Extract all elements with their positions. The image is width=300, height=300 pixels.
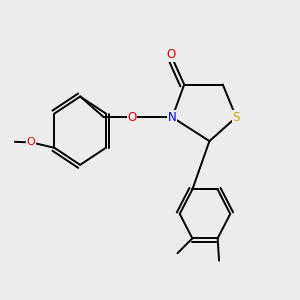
Text: O: O bbox=[166, 48, 176, 62]
Text: S: S bbox=[232, 111, 240, 124]
Text: O: O bbox=[27, 137, 36, 147]
Text: N: N bbox=[168, 111, 177, 124]
Text: O: O bbox=[128, 111, 137, 124]
